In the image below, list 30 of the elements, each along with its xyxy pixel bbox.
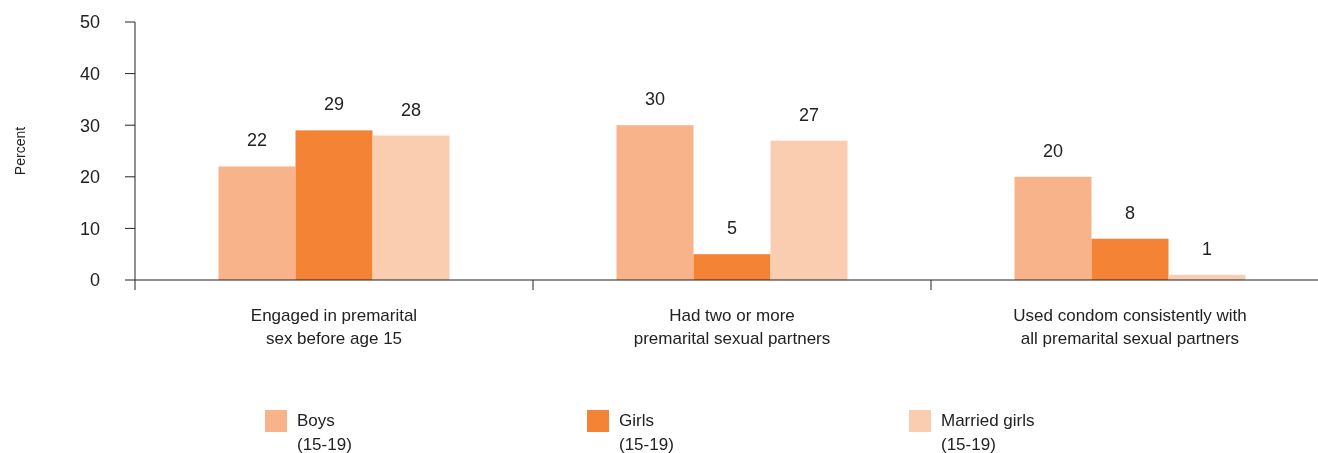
x-tick-label: Used condom consistently with all premarital sexual partners <box>1013 306 1247 348</box>
legend-label: Married girls (15-19) <box>941 411 1035 453</box>
data-label: 20 <box>1042 140 1064 161</box>
y-tick-label: 20 <box>79 167 100 188</box>
bar <box>218 166 296 280</box>
y-tick-label: 50 <box>79 12 100 33</box>
data-label: 27 <box>798 104 820 125</box>
bar <box>295 130 373 280</box>
legend-label: Girls (15-19) <box>619 411 674 453</box>
bar <box>693 254 771 280</box>
y-tick-label: 10 <box>79 218 100 239</box>
bar <box>372 135 450 280</box>
data-label: 30 <box>644 89 666 110</box>
data-label: 8 <box>1124 202 1136 223</box>
bar <box>616 125 694 280</box>
x-tick-label: Had two or more premarital sexual partners <box>633 306 831 348</box>
data-label: 22 <box>246 130 268 151</box>
data-label: 28 <box>400 99 422 120</box>
bar <box>770 140 848 280</box>
data-label: 5 <box>726 218 738 239</box>
legend-label: Boys (15-19) <box>297 411 352 453</box>
data-label: 29 <box>323 94 345 115</box>
x-tick-label: Engaged in premarital sex before age 15 <box>250 306 418 348</box>
y-tick-label: 30 <box>79 115 100 136</box>
y-axis-title: Percent <box>12 126 28 176</box>
y-tick-label: 40 <box>79 63 100 84</box>
y-tick-label: 0 <box>89 270 100 291</box>
data-label: 1 <box>1201 238 1213 259</box>
bar <box>1014 176 1092 280</box>
bar <box>1091 238 1169 280</box>
